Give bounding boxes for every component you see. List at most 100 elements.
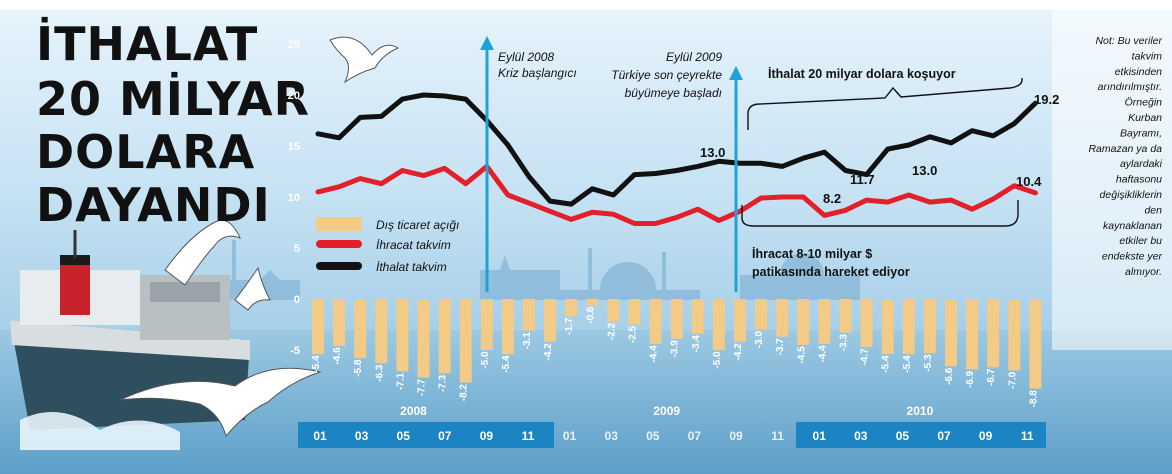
deficit-bar-label: -8.2 <box>459 384 470 402</box>
export-line-point <box>970 207 974 211</box>
export-line-point <box>316 190 320 194</box>
deficit-bar <box>544 299 557 342</box>
deficit-bar-labels: -5.4 -4.6 -5.8 -6.3 -7.1 -7.7 -7.3 -8.2 -5.0 -5.4… <box>311 306 1039 407</box>
import-line-point <box>337 136 341 140</box>
event-arrows <box>480 36 743 292</box>
deficit-bar <box>501 299 514 355</box>
month-label: 09 <box>729 429 743 443</box>
import-line-point <box>548 199 552 203</box>
export-callout-brace <box>741 200 1019 227</box>
export-value-jan-2010: 8.2 <box>823 191 841 206</box>
top-band <box>0 0 1172 10</box>
export-line-point <box>843 208 848 212</box>
crisis-annotation-line-2: Kriz başlangıcı <box>498 66 577 80</box>
title-line-3: DOLARA <box>36 125 255 179</box>
export-line-point <box>421 173 426 178</box>
export-line-point <box>632 221 637 226</box>
year-label: 2010 <box>907 404 934 418</box>
recovery-annotation-line-1: Eylül 2009 <box>666 50 722 64</box>
month-label: 01 <box>313 429 327 443</box>
deficit-bar-label: -7.7 <box>417 378 428 396</box>
seagull-icon <box>119 367 322 438</box>
month-label: 11 <box>771 429 784 443</box>
import-line-point <box>464 97 468 101</box>
deficit-bar <box>607 299 620 322</box>
crisis-annotation-line-1: Eylül 2008 <box>498 50 554 64</box>
deficit-bar-label: -5.4 <box>902 355 913 373</box>
note-line: etkiler bu <box>1119 235 1162 247</box>
month-label: 11 <box>522 429 535 443</box>
note-line: aylardaki <box>1120 158 1163 170</box>
import-line-point <box>738 161 742 165</box>
deficit-bar-label: -3.0 <box>754 331 765 349</box>
export-line-point <box>928 200 932 204</box>
year-label: 2009 <box>653 404 680 418</box>
deficit-bar <box>776 299 789 337</box>
import-value-jun-2010: 13.0 <box>912 163 937 178</box>
export-line-point <box>949 198 953 202</box>
export-line-point <box>759 196 763 200</box>
legend-label-export: İhracat takvim <box>376 238 451 252</box>
deficit-bar <box>670 299 683 339</box>
note-line: arındırılmıştır. <box>1098 81 1162 93</box>
import-line-point <box>949 141 953 145</box>
month-band-2010 <box>796 422 1046 448</box>
note-line: etkisinden <box>1115 66 1162 78</box>
month-label: 05 <box>896 429 910 443</box>
deficit-bar <box>417 299 430 378</box>
deficit-bar-label: -4.7 <box>860 348 871 366</box>
deficit-bar-label: -5.4 <box>501 355 512 373</box>
legend-label-import: İthalat takvim <box>376 260 447 274</box>
import-line-point <box>675 168 679 173</box>
import-value-mar-2010: 11.7 <box>850 172 875 187</box>
title-line-1: İTHALAT <box>36 17 258 71</box>
import-line-point <box>717 159 721 163</box>
deficit-bar <box>902 299 915 355</box>
export-line-point <box>358 177 362 181</box>
export-callout-line-1: İhracat 8-10 milyar $ <box>752 246 872 261</box>
month-label: 07 <box>438 429 452 443</box>
month-label: 07 <box>937 429 951 443</box>
import-line-point <box>316 132 320 136</box>
month-band-2008 <box>298 422 554 448</box>
deficit-bar <box>712 299 725 350</box>
export-line-point <box>717 218 721 223</box>
export-line-point <box>379 182 383 186</box>
export-line-point <box>527 201 531 205</box>
export-line-point <box>801 195 805 199</box>
export-line-point <box>548 209 552 213</box>
month-label: 03 <box>605 429 619 443</box>
import-line-point <box>907 143 911 147</box>
deficit-bar <box>881 299 894 355</box>
y-tick-label: 0 <box>294 294 300 306</box>
deficit-bar-label: -5.4 <box>881 355 892 373</box>
crisis-arrow-head <box>480 36 494 50</box>
import-line-point <box>759 161 763 165</box>
import-line-point <box>970 129 974 133</box>
import-line-point <box>886 147 890 151</box>
deficit-bar-label: -6.9 <box>965 370 976 388</box>
deficit-bar <box>354 299 367 359</box>
deficit-bar-label: -3.1 <box>522 332 533 350</box>
deficit-bar <box>523 299 535 331</box>
deficit-bar-label: -7.1 <box>395 372 406 390</box>
deficit-bar <box>459 299 472 383</box>
seagull-icon <box>329 36 400 84</box>
deficit-bar-label: -4.4 <box>649 345 660 363</box>
deficit-bar-label: -5.0 <box>712 351 723 369</box>
deficit-bar-label: -6.6 <box>944 367 955 385</box>
import-line-point <box>400 97 404 101</box>
y-tick-label: 5 <box>294 243 300 255</box>
legend-label-deficit: Dış ticaret açığı <box>376 218 459 232</box>
export-line-point <box>738 209 742 213</box>
month-label: 01 <box>563 429 577 443</box>
export-line-point <box>1012 184 1016 188</box>
note-line: almıyor. <box>1125 266 1162 278</box>
month-label: 07 <box>688 429 702 443</box>
deficit-bar-label: -5.8 <box>353 359 364 377</box>
month-label: 03 <box>854 429 868 443</box>
import-line-point <box>780 164 784 168</box>
note-line: haftasonu <box>1116 174 1162 186</box>
import-line-point <box>569 202 573 206</box>
